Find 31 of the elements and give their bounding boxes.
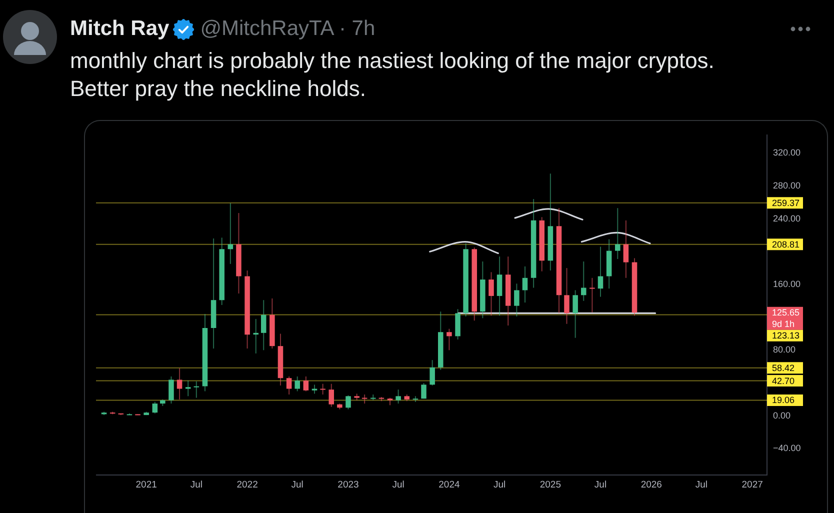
y-tick-label: 160.00 <box>773 278 801 289</box>
y-tick-label: 280.00 <box>773 180 801 190</box>
y-tick-label: 80.00 <box>773 344 796 355</box>
x-tick-label: 2024 <box>438 479 460 490</box>
x-tick-label: Jul <box>190 479 202 490</box>
y-tick-label: 240.00 <box>773 213 801 224</box>
x-tick-label: Jul <box>493 479 506 490</box>
x-tick-label: 2022 <box>236 479 258 490</box>
x-tick-label: Jul <box>392 479 404 490</box>
x-tick-label: 2027 <box>742 479 763 490</box>
ref-line-label: 58.42 <box>772 362 795 373</box>
ref-line-label: 259.37 <box>772 198 800 208</box>
ref-line-label: 42.70 <box>772 376 795 386</box>
chart-title: monthly chart is probably the nastiest looking of the major cryptos. Better pray the neckline holds. <box>70 47 716 103</box>
x-tick-label: 2023 <box>338 479 359 490</box>
ref-line-label: 19.06 <box>772 395 795 406</box>
ref-line-label: 208.81 <box>772 239 800 250</box>
x-tick-label: Jul <box>594 479 607 490</box>
y-tick-label: −40.00 <box>773 443 801 454</box>
ref-line-label: 123.13 <box>772 330 800 341</box>
y-tick-label: 320.00 <box>773 148 801 158</box>
x-tick-label: 2021 <box>136 479 157 490</box>
text: Mitch Ray <box>70 16 170 42</box>
text: 125.65 <box>772 308 800 318</box>
y-tick-label: 0.00 <box>773 410 791 420</box>
x-tick-label: 2025 <box>540 479 562 490</box>
x-tick-label: 2026 <box>640 479 662 490</box>
text: 9d 1h <box>772 319 795 330</box>
x-tick-label: Jul <box>695 479 708 490</box>
x-tick-label: Jul <box>291 479 304 490</box>
text: @MitchRayTA · 7h <box>200 16 376 42</box>
